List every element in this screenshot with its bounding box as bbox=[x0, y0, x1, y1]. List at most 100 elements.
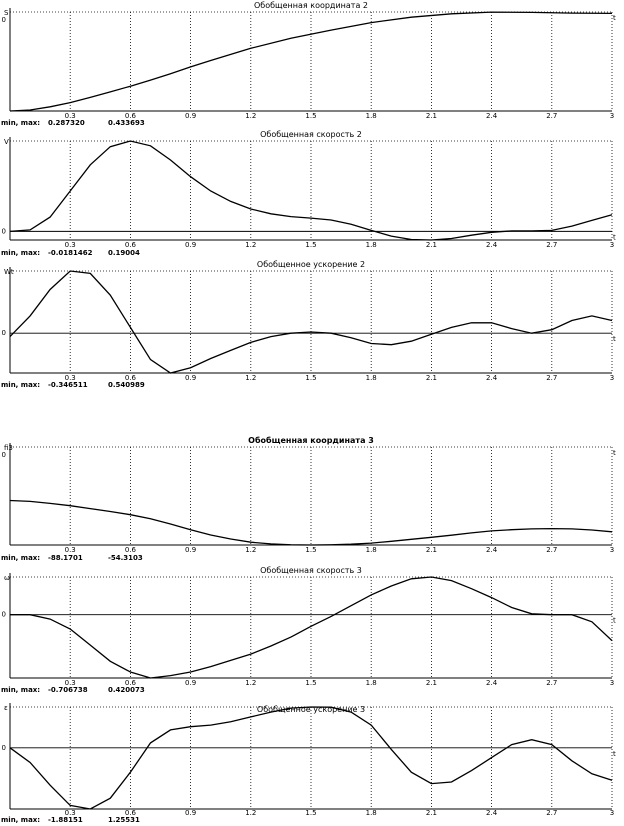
x-tick-label: 2.1 bbox=[426, 112, 437, 120]
x-tick-label: 1.2 bbox=[245, 374, 256, 382]
series-line bbox=[10, 576, 613, 679]
max-value: 0.420073 bbox=[108, 686, 145, 694]
min-value: -0.706738 bbox=[48, 686, 88, 694]
x-tick-label: 2.7 bbox=[546, 374, 557, 382]
x-tick-label: 0.3 bbox=[65, 809, 76, 817]
x-tick-label: 3 bbox=[610, 809, 614, 817]
x-tick-label: 2.7 bbox=[546, 241, 557, 249]
x-tick-label: 3 bbox=[610, 679, 614, 687]
minmax-label: min, max: bbox=[1, 119, 40, 127]
x-tick-label: 1.2 bbox=[245, 241, 256, 249]
x-axis-label: t bbox=[613, 233, 616, 241]
series-line bbox=[9, 11, 613, 112]
chart-title: Обобщенная скорость 2 bbox=[260, 130, 362, 139]
y-axis-label: ε bbox=[4, 704, 8, 712]
chart-panel-1: Обобщенная координата 2 0.3 0.6 0.9 1.2 1.5 1.… bbox=[1, 1, 616, 127]
chart-title: Обобщенное ускорение 3 bbox=[257, 705, 365, 714]
x-tick-label: 3 bbox=[610, 112, 614, 120]
x-tick-label: 2.4 bbox=[486, 112, 498, 120]
x-tick-label: 2.1 bbox=[426, 241, 437, 249]
x-tick-label: 0.9 bbox=[185, 241, 196, 249]
x-tick-label: 3 bbox=[610, 374, 614, 382]
x-tick-label: 0.6 bbox=[125, 809, 137, 817]
x-tick-label: 2.4 bbox=[486, 679, 498, 687]
x-tick-label: 2.7 bbox=[546, 546, 557, 554]
max-value: 0.540989 bbox=[108, 381, 145, 389]
max-value: 1.25531 bbox=[108, 816, 140, 824]
y-axis-label: Wt bbox=[4, 268, 14, 276]
chart-panel-2: Обобщенная скорость 2 0.3 0.6 0.9 1.2 1.5 1.8 2… bbox=[1, 130, 616, 257]
y-tick-label: 0 bbox=[2, 611, 6, 619]
series-line bbox=[9, 140, 613, 241]
x-axis-label: t bbox=[613, 617, 616, 625]
y-axis-label: fi3 bbox=[4, 444, 13, 452]
series-line bbox=[9, 499, 613, 546]
x-axis-label: t bbox=[613, 750, 616, 758]
max-value: -54.3103 bbox=[108, 554, 143, 562]
x-tick-label: 1.5 bbox=[305, 679, 316, 687]
chart-title: Обобщенная координата 2 bbox=[254, 1, 368, 10]
x-tick-label: 1.5 bbox=[305, 112, 316, 120]
x-axis-label: t bbox=[613, 14, 616, 22]
x-tick-label: 1.8 bbox=[366, 546, 377, 554]
x-tick-label: 1.5 bbox=[305, 809, 316, 817]
x-tick-label: 3 bbox=[610, 241, 614, 249]
x-tick-label: 1.2 bbox=[245, 679, 256, 687]
min-value: -1.88151 bbox=[48, 816, 83, 824]
y-axis-label: V bbox=[4, 138, 9, 146]
x-tick-label: 0.9 bbox=[185, 809, 196, 817]
min-value: 0.287320 bbox=[48, 119, 85, 127]
y-tick-label: 0 bbox=[2, 227, 6, 235]
x-tick-label: 1.8 bbox=[366, 679, 377, 687]
x-tick-label: 0.6 bbox=[125, 679, 137, 687]
y-axis-label: ω bbox=[4, 574, 10, 582]
x-tick-label: 1.8 bbox=[366, 112, 377, 120]
x-tick-label: 1.2 bbox=[245, 112, 256, 120]
min-value: -88.1701 bbox=[48, 554, 83, 562]
min-value: -0.0181462 bbox=[48, 249, 93, 257]
chart-title: Обобщенная скорость 3 bbox=[260, 566, 362, 575]
x-tick-label: 0.3 bbox=[65, 374, 76, 382]
minmax-label: min, max: bbox=[1, 686, 40, 694]
x-tick-label: 1.5 bbox=[305, 374, 316, 382]
y-tick-label: 0 bbox=[2, 744, 6, 752]
x-tick-label: 1.5 bbox=[305, 241, 316, 249]
x-tick-label: 0.9 bbox=[185, 679, 196, 687]
min-value: -0.346511 bbox=[48, 381, 88, 389]
x-tick-label: 1.5 bbox=[305, 546, 316, 554]
y-axis-label: S bbox=[4, 9, 9, 17]
x-tick-label: 2.4 bbox=[486, 546, 498, 554]
x-tick-label: 2.7 bbox=[546, 809, 557, 817]
x-tick-label: 0.9 bbox=[185, 546, 196, 554]
x-tick-label: 1.8 bbox=[366, 374, 377, 382]
chart-panel-5: Обобщенная скорость 3 0.3 0.6 0.9 1.2 1.5 1.8 2… bbox=[1, 566, 616, 694]
minmax-label: min, max: bbox=[1, 554, 40, 562]
series-line bbox=[9, 270, 613, 374]
x-tick-label: 2.4 bbox=[486, 241, 498, 249]
x-tick-label: 0.9 bbox=[185, 374, 196, 382]
x-tick-label: 2.7 bbox=[546, 112, 557, 120]
max-value: 0.19004 bbox=[108, 249, 140, 257]
x-tick-label: 3 bbox=[610, 546, 614, 554]
x-tick-label: 1.2 bbox=[245, 809, 256, 817]
x-tick-label: 0.3 bbox=[65, 679, 76, 687]
x-tick-label: 0.6 bbox=[125, 546, 137, 554]
minmax-label: min, max: bbox=[1, 381, 40, 389]
x-tick-label: 2.4 bbox=[486, 809, 498, 817]
x-axis-label: t bbox=[613, 449, 616, 457]
x-tick-label: 2.1 bbox=[426, 374, 437, 382]
x-tick-label: 2.1 bbox=[426, 546, 437, 554]
chart-title: Обобщенная координата 3 bbox=[248, 435, 374, 445]
x-tick-label: 1.2 bbox=[245, 546, 256, 554]
x-tick-label: 1.8 bbox=[366, 241, 377, 249]
max-value: 0.433693 bbox=[108, 119, 145, 127]
x-axis-label: t bbox=[613, 335, 616, 343]
x-tick-label: 1.8 bbox=[366, 809, 377, 817]
x-tick-label: 0.3 bbox=[65, 546, 76, 554]
x-tick-label: 0.3 bbox=[65, 241, 76, 249]
minmax-label: min, max: bbox=[1, 816, 40, 824]
x-tick-label: 2.4 bbox=[486, 374, 498, 382]
x-tick-label: 0.9 bbox=[185, 112, 196, 120]
chart-panel-3: Обобщенное ускорение 2 0.3 0.6 0.9 1.2 1.5 1.8… bbox=[1, 260, 616, 389]
